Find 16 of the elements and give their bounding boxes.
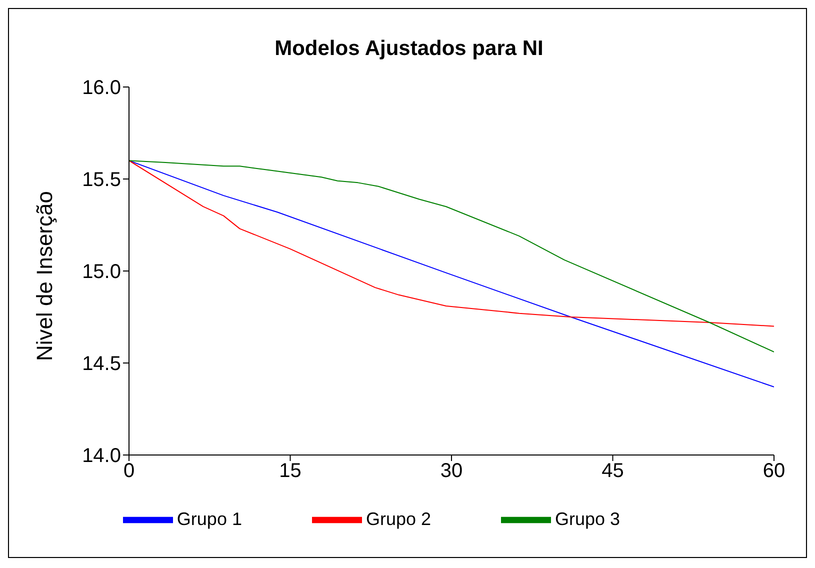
chart-title: Modelos Ajustados para NI: [274, 37, 544, 61]
x-tick-label: 0: [123, 460, 135, 482]
y-tick-label: 15.0: [82, 261, 121, 284]
line-series: [129, 160, 774, 388]
x-tick-label: 60: [762, 460, 786, 482]
y-tick-label: 14.0: [82, 445, 121, 468]
y-axis-title: Nivel de Inserção: [32, 191, 57, 361]
x-tick-label: 30: [440, 460, 463, 482]
legend-label: Grupo 3: [555, 508, 620, 529]
x-tick-label: 45: [602, 460, 624, 482]
y-tick-label: 15.5: [82, 169, 121, 192]
y-tick-label: 16.0: [82, 77, 121, 100]
y-tick-label: 14.5: [82, 353, 121, 376]
legend-label: Grupo 2: [366, 508, 432, 529]
x-tick-label: 15: [279, 460, 302, 482]
legend-label: Grupo 1: [176, 508, 242, 529]
